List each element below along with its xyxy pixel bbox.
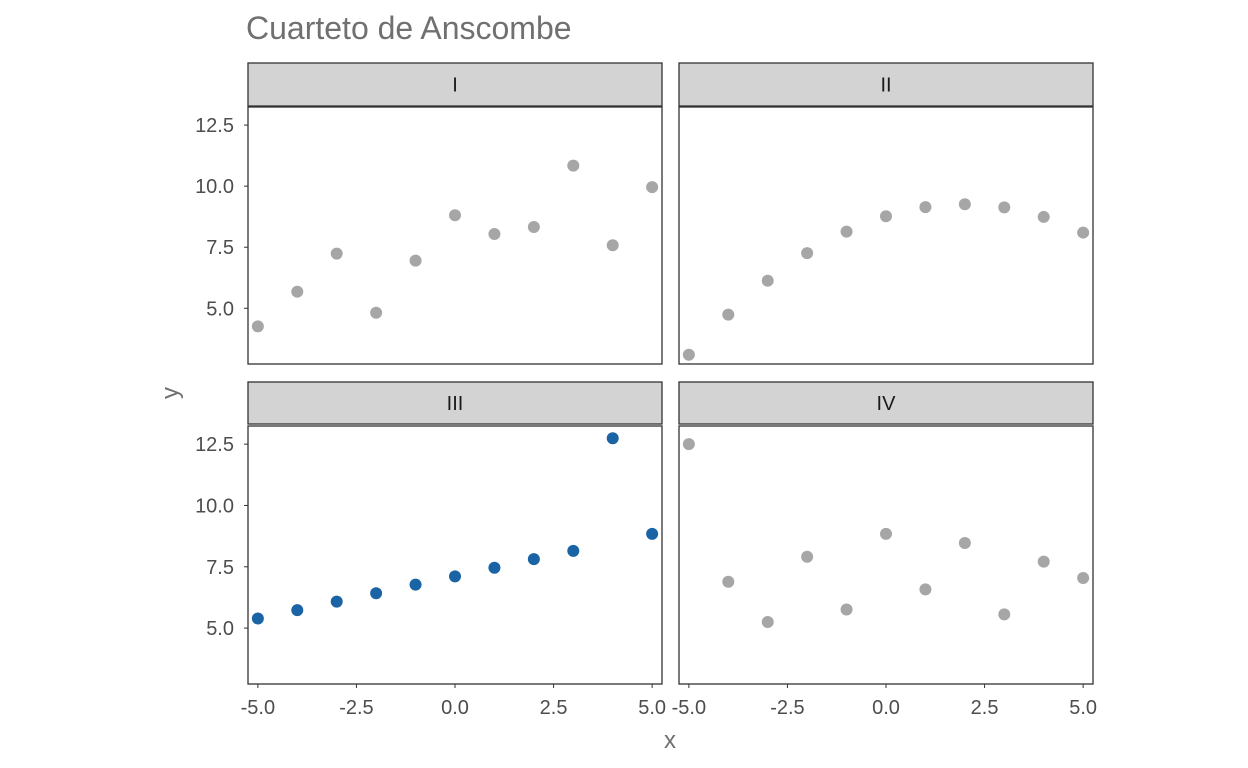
x-tick-label: -2.5 (339, 697, 373, 719)
data-point (330, 247, 343, 260)
data-point (801, 247, 814, 260)
x-tick-label: 2.5 (971, 697, 999, 719)
x-tick-label: 0.0 (872, 697, 900, 719)
data-point (761, 274, 774, 287)
data-point (919, 583, 932, 596)
facet-strip (678, 62, 1094, 107)
data-point (880, 210, 892, 223)
data-point (567, 544, 580, 557)
data-point (880, 527, 892, 540)
data-point (606, 239, 619, 252)
x-tick-label: 5.0 (638, 697, 666, 719)
facet-strip (678, 381, 1094, 425)
x-tick-label: 5.0 (1069, 697, 1097, 719)
data-point (722, 575, 735, 588)
data-point (682, 438, 695, 451)
x-axis-title: x (664, 727, 676, 754)
x-tick-label: -5.0 (672, 697, 706, 719)
data-point (998, 201, 1011, 214)
data-point (919, 201, 932, 214)
data-point (840, 225, 853, 238)
data-point (646, 181, 659, 194)
data-point (527, 553, 540, 566)
data-point (958, 536, 971, 549)
x-axis-ticks: -5.0 -2.5 0.0 2.5 5.0 -5.0 -2.5 0.0 2.5 5.0 (241, 684, 1097, 719)
data-point (527, 220, 540, 233)
data-point (682, 348, 695, 361)
facet-panel-i: I (247, 62, 663, 365)
facet-strip-label: I (452, 75, 458, 97)
facet-panel-border (678, 106, 1094, 365)
data-point (1037, 555, 1050, 568)
data-point (251, 612, 264, 625)
facet-strip (247, 62, 663, 107)
facet-strip-label: IV (877, 393, 897, 415)
data-point (840, 603, 853, 616)
facet-panel-iii: III (247, 381, 663, 685)
y-tick-label: 7.5 (206, 557, 234, 579)
data-point (291, 604, 304, 617)
y-axis-title: y (157, 387, 184, 399)
data-point (722, 308, 735, 321)
data-point (488, 561, 501, 574)
data-point (646, 527, 659, 540)
data-point (291, 285, 304, 298)
facet-panel-border (247, 425, 663, 685)
data-point (1077, 226, 1090, 239)
facet-strip-label: II (880, 75, 891, 97)
data-point (567, 159, 580, 172)
facet-strip-label: III (447, 393, 464, 415)
data-point (1037, 210, 1050, 223)
facet-panel-border (678, 425, 1094, 685)
y-tick-label: 5.0 (206, 298, 234, 320)
y-tick-label: 12.5 (195, 115, 234, 137)
data-point (370, 587, 383, 600)
x-tick-label: 0.0 (441, 697, 469, 719)
data-point (370, 306, 383, 319)
chart-title: Cuarteto de Anscombe (246, 10, 572, 46)
y-tick-label: 7.5 (206, 237, 234, 259)
x-tick-label: 2.5 (540, 697, 568, 719)
facet-strip (247, 381, 663, 425)
facet-panel-border (247, 106, 663, 365)
data-point (330, 595, 343, 608)
data-point (1077, 572, 1090, 585)
facet-panel-ii: II (678, 62, 1094, 365)
y-tick-label: 10.0 (195, 495, 234, 517)
data-point (606, 432, 619, 445)
data-point (801, 550, 814, 563)
y-tick-label: 10.0 (195, 176, 234, 198)
y-tick-label: 12.5 (195, 434, 234, 456)
x-tick-label: -2.5 (770, 697, 804, 719)
data-point (958, 198, 971, 211)
data-point (761, 615, 774, 628)
x-tick-label: -5.0 (241, 697, 275, 719)
data-point (409, 578, 422, 591)
data-point (251, 320, 264, 333)
data-point (449, 209, 461, 222)
data-point (488, 228, 501, 241)
y-axis-ticks: 5.0 7.5 10.0 12.5 5.0 7.5 10.0 12.5 (195, 115, 248, 640)
facet-panel-iv: IV (678, 381, 1094, 685)
data-point (449, 570, 461, 583)
y-tick-label: 5.0 (206, 618, 234, 640)
data-point (998, 608, 1011, 621)
data-point (409, 254, 422, 267)
